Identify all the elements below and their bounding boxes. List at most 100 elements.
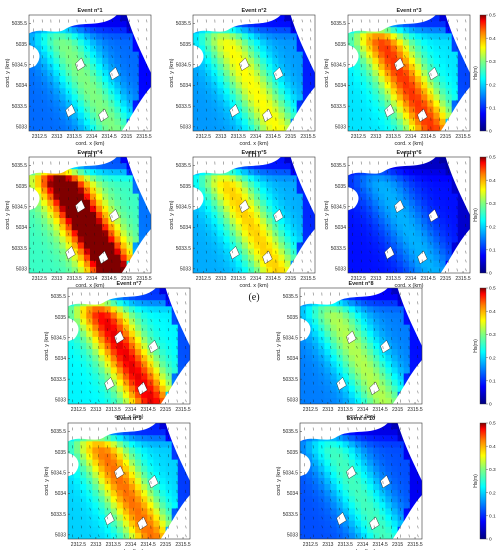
field-cell — [141, 355, 148, 362]
wave-arrow — [94, 223, 96, 227]
field-cell — [114, 27, 121, 34]
field-cell — [324, 324, 331, 332]
wave-arrow — [146, 117, 148, 121]
field-cell — [77, 118, 85, 126]
field-cell — [348, 361, 356, 368]
field-cell — [378, 181, 385, 188]
field-cell — [384, 88, 392, 95]
field-cell — [360, 187, 367, 195]
wave-arrow — [72, 390, 74, 394]
field-cell — [378, 254, 385, 262]
wave-arrow — [373, 328, 375, 331]
wave-arrow — [373, 319, 375, 322]
field-cell — [86, 379, 93, 387]
field-cell — [102, 94, 109, 101]
field-cell — [354, 230, 361, 237]
field-cell — [247, 88, 255, 95]
wave-arrow — [214, 99, 216, 103]
field-cell — [241, 69, 249, 77]
field-cell — [59, 199, 66, 207]
wave-arrow — [107, 372, 109, 376]
wave-arrow — [258, 64, 260, 67]
x-tick-label: 2315.5 — [407, 407, 423, 413]
field-cell — [29, 33, 36, 40]
wave-arrow — [293, 161, 294, 165]
field-cell — [427, 27, 434, 34]
field-cell — [223, 230, 230, 237]
field-cell — [211, 51, 218, 59]
field-cell — [278, 57, 285, 65]
field-cell — [165, 300, 173, 307]
field-cell — [53, 76, 60, 83]
field-cell — [254, 205, 261, 213]
field-cell — [445, 69, 453, 77]
field-cell — [260, 33, 267, 40]
field-cell — [147, 294, 154, 301]
field-cell — [284, 242, 291, 249]
field-cell — [135, 355, 142, 362]
x-tick-label: 2314 — [357, 407, 368, 413]
field-cell — [409, 163, 416, 170]
field-cell — [47, 118, 54, 126]
field-cell — [83, 76, 91, 83]
field-cell — [153, 288, 160, 295]
field-cell — [421, 224, 428, 231]
field-cell — [427, 94, 434, 101]
wave-arrow — [421, 55, 423, 58]
field-cell — [372, 57, 379, 65]
field-cell — [77, 260, 85, 268]
field-cell — [129, 342, 136, 350]
field-cell — [108, 112, 115, 120]
field-cell — [135, 306, 142, 313]
field-cell — [254, 236, 261, 243]
field-cell — [141, 397, 148, 404]
field-cell — [433, 45, 440, 53]
field-cell — [47, 175, 54, 182]
field-cell — [211, 124, 218, 131]
field-cell — [427, 33, 434, 40]
field-cell — [92, 502, 99, 509]
wave-arrow — [417, 399, 419, 403]
field-cell — [324, 355, 331, 362]
wave-arrow — [159, 328, 161, 332]
field-cell — [47, 193, 54, 201]
field-cell — [330, 318, 337, 326]
field-cell — [367, 349, 374, 356]
field-cell — [354, 254, 361, 262]
field-cell — [379, 318, 386, 326]
field-cell — [278, 27, 285, 34]
field-cell — [53, 39, 60, 46]
field-cell — [272, 118, 279, 126]
field-cell — [433, 187, 440, 195]
field-cell — [41, 260, 48, 268]
wave-arrow — [85, 170, 87, 174]
field-cell — [122, 306, 130, 313]
wave-arrow — [111, 188, 113, 191]
field-cell — [354, 318, 362, 326]
field-cell — [80, 306, 87, 313]
field-cell — [193, 76, 200, 83]
field-cell — [241, 39, 249, 46]
field-cell — [372, 118, 379, 126]
field-cell — [290, 112, 298, 120]
field-cell — [153, 330, 160, 338]
field-cell — [114, 100, 121, 107]
field-cell — [102, 193, 109, 201]
x-tick-label: 2313.5 — [338, 407, 354, 413]
field-cell — [223, 205, 230, 213]
field-cell — [90, 118, 97, 126]
wave-arrow — [258, 206, 260, 209]
field-cell — [445, 39, 453, 46]
field-cell — [74, 391, 81, 399]
wave-arrow — [50, 108, 52, 112]
field-cell — [409, 205, 416, 213]
field-cell — [403, 324, 411, 332]
field-cell — [348, 260, 355, 268]
field-cell — [342, 324, 350, 332]
field-cell — [367, 312, 374, 319]
field-cell — [92, 459, 99, 467]
field-cell — [110, 355, 118, 362]
field-cell — [278, 242, 285, 249]
field-cell — [83, 57, 91, 65]
wave-arrow — [33, 117, 35, 121]
